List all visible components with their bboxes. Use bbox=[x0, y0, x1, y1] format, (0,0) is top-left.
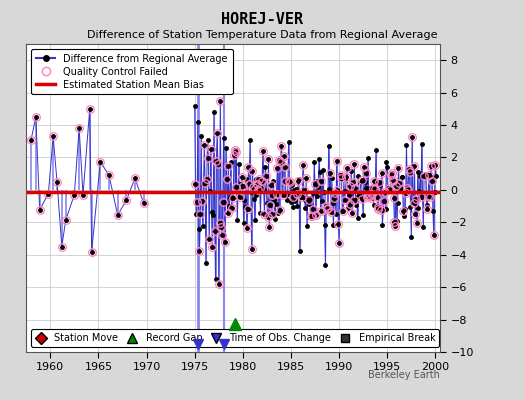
Legend: Station Move, Record Gap, Time of Obs. Change, Empirical Break: Station Move, Record Gap, Time of Obs. C… bbox=[31, 329, 439, 347]
Text: Difference of Station Temperature Data from Regional Average: Difference of Station Temperature Data f… bbox=[87, 30, 437, 40]
Text: HOREJ-VER: HOREJ-VER bbox=[221, 12, 303, 27]
Text: Berkeley Earth: Berkeley Earth bbox=[368, 370, 440, 380]
